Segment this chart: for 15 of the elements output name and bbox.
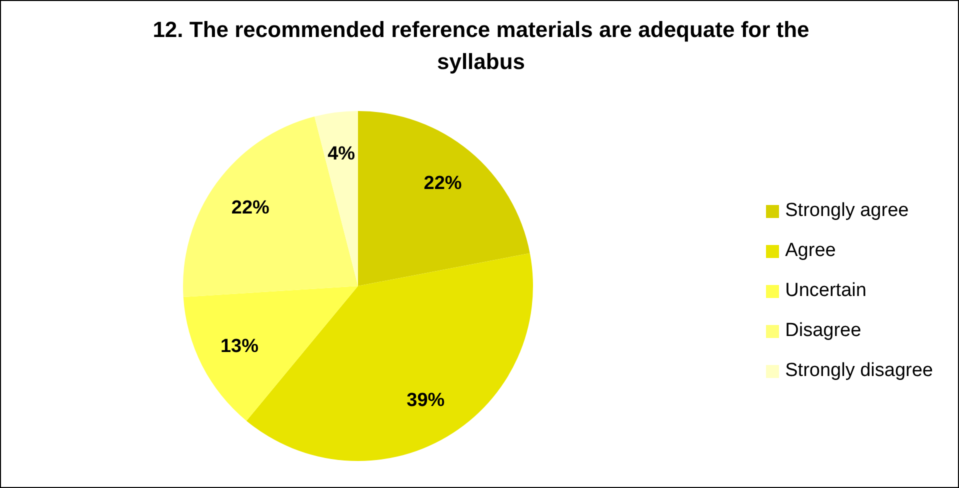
legend-label: Disagree — [785, 320, 862, 342]
legend-label: Uncertain — [785, 280, 866, 302]
legend-label: Agree — [785, 240, 836, 262]
chart-title: 12. The recommended reference materials are adequate for the syllabus — [152, 16, 810, 76]
pie-slice — [183, 116, 358, 297]
legend-label: Strongly disagree — [785, 360, 933, 382]
data-label: 13% — [220, 336, 259, 357]
data-label: 22% — [424, 173, 462, 194]
pie-slice — [314, 111, 358, 286]
legend-label: Strongly agree — [785, 200, 909, 222]
pie-slice — [358, 111, 530, 286]
data-label: 22% — [231, 197, 270, 218]
pie-slice — [183, 286, 358, 421]
data-label: 39% — [406, 390, 445, 411]
data-label: 4% — [328, 144, 356, 165]
